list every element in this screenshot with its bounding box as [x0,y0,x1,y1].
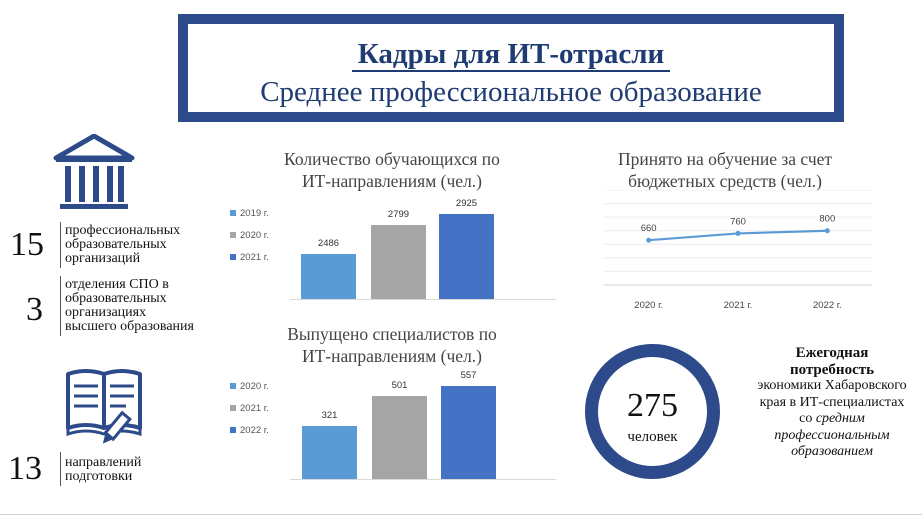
chart-admitted-title: Принято на обучение за счет бюджетных ср… [580,148,870,192]
title-banner: Кадры для ИТ-отрасли Среднее профессиона… [178,14,844,122]
bar-value-label: 321 [321,409,338,421]
chart-students: 2019 г. 2020 г. 2021 г. 2486 2799 2925 [226,196,560,304]
chart-graduates-title-line: Выпущено специалистов по [287,324,497,344]
data-point [735,230,741,236]
data-point [824,228,830,234]
legend-swatch [230,427,236,433]
stat-departments-line: высшего образования [65,319,194,334]
chart-graduates-title: Выпущено специалистов по ИТ-направлениям… [222,323,562,367]
data-label: 760 [730,216,746,227]
data-point [646,237,652,243]
stat-orgs-text: профессиональных образовательных организ… [65,224,180,266]
bottom-divider [0,514,922,515]
x-axis-line [290,479,556,480]
bar [371,225,426,299]
need-heading-line: Ежегодная [795,345,869,361]
legend-swatch [230,232,236,238]
chart-students-title-line: Количество обучающихся по [284,149,500,169]
x-tick-label: 2021 г. [724,300,753,311]
need-text-line: экономики Хабаровского [757,378,907,393]
stat-orgs-number: 15 [10,226,44,263]
bar [439,213,494,299]
legend-item: 2022 г. [230,425,269,436]
page-subtitle: Среднее профессиональное образование [260,76,762,108]
legend-item: 2021 г. [230,252,269,263]
stat-departments-text: отделения СПО в образовательных организа… [65,278,194,334]
chart-graduates: 2020 г. 2021 г. 2022 г. 321 501 557 [226,368,560,484]
x-axis-line [290,299,556,300]
bar-value-label: 557 [460,370,477,382]
x-tick-label: 2020 г. [634,300,663,311]
stat-orgs-divider [60,222,61,268]
page-title-text: Кадры для ИТ-отрасли [351,38,671,72]
need-italic-line: образованием [791,444,873,459]
legend-swatch [230,254,236,260]
data-label: 800 [819,214,835,225]
page-title: Кадры для ИТ-отрасли [188,38,834,72]
bar-value-label: 2486 [317,238,340,250]
bar-value-label: 501 [391,379,408,391]
need-text-line: края в ИТ-специалистах [759,394,905,410]
stat-orgs-line: организаций [65,251,141,266]
chart-admitted-title-line: бюджетных средств (чел.) [628,171,822,191]
bar-value-label: 2799 [387,209,410,221]
chart-students-title-line: ИТ-направлениям (чел.) [301,171,483,191]
legend-item: 2020 г. [230,230,269,241]
stat-departments-number: 3 [26,291,43,328]
need-text-line: со средним [752,411,912,428]
book-pencil-icon [66,369,142,444]
bar [441,386,496,479]
legend-swatch [230,383,236,389]
legend-swatch [230,405,236,411]
need-circle: 275 человек [585,344,720,479]
stat-directions-line: направлений [65,455,142,470]
need-text-inline: со [799,411,813,426]
data-label: 660 [641,223,657,234]
stat-directions-text: направлений подготовки [65,456,141,484]
stat-directions-line: подготовки [65,469,133,484]
legend-item: 2021 г. [230,403,269,414]
bar-value-label: 2925 [455,197,478,209]
bar [372,395,427,479]
bar [302,425,357,479]
stat-directions-number: 13 [8,450,42,487]
stat-departments-line: отделения СПО в [65,277,169,292]
need-heading-line: потребность [789,361,875,378]
bar [301,254,356,299]
need-unit: человек [627,429,678,445]
title-banner-inner: Кадры для ИТ-отрасли Среднее профессиона… [188,24,834,112]
stat-orgs-line: профессиональных [65,223,181,238]
need-italic-inline: средним [815,411,865,426]
chart-admitted: 660 2020 г. 760 2021 г. 800 2022 г. [604,190,872,311]
chart-admitted-title-line: Принято на обучение за счет [617,149,833,169]
stat-departments-line: организациях [65,305,147,320]
legend-item: 2020 г. [230,381,269,392]
stat-departments-divider [60,276,61,336]
legend-item: 2019 г. [230,208,269,219]
need-italic-line: профессиональным [774,427,890,443]
chart-graduates-title-line: ИТ-направлениям (чел.) [301,346,483,366]
need-description: Ежегодная потребность экономики Хабаровс… [752,345,912,461]
stat-departments-line: образовательных [65,291,167,306]
building-icon [53,134,135,209]
chart-students-title: Количество обучающихся по ИТ-направления… [222,148,562,192]
stat-directions-divider [60,452,61,486]
need-number: 275 [627,387,678,424]
legend-swatch [230,210,236,216]
stat-orgs-line: образовательных [65,237,167,252]
x-tick-label: 2022 г. [813,300,842,311]
